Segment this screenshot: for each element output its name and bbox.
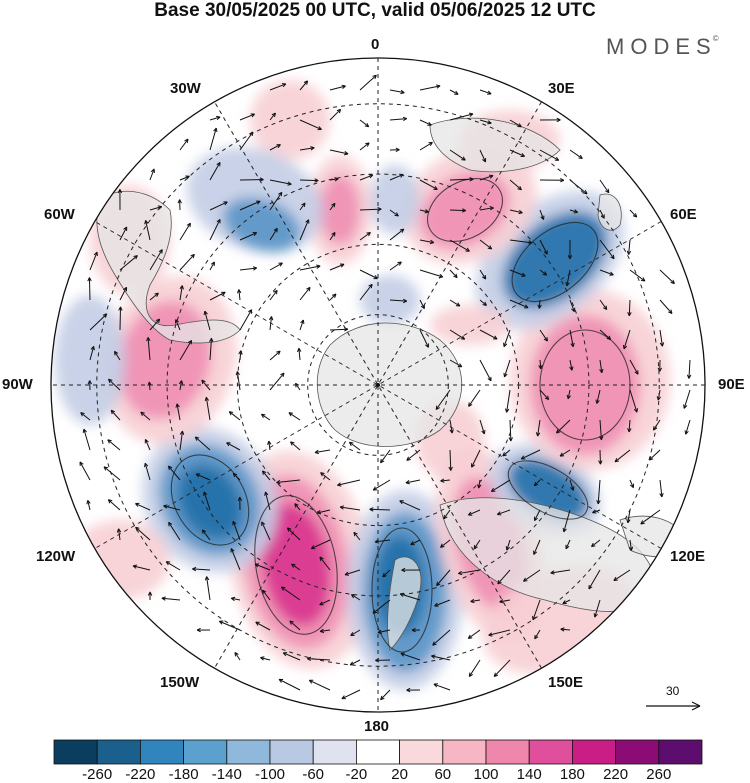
- graticule: [51, 58, 705, 712]
- colorbar-tick-label: -140: [211, 766, 242, 783]
- colorbar-tick-label: -260: [82, 766, 113, 783]
- colorbar-tick-label: -180: [168, 766, 199, 783]
- colorbar-tick-label: -60: [302, 766, 325, 783]
- colorbar-swatch: [572, 739, 617, 765]
- map-title: Base 30/05/2025 00 UTC, valid 05/06/2025…: [154, 0, 596, 21]
- lon-label-30w: 30W: [170, 80, 201, 97]
- colorbar-swatch: [658, 739, 703, 765]
- colorbar-tick-label: 180: [559, 766, 585, 783]
- colorbar-swatch: [312, 739, 357, 765]
- lon-label-60w: 60W: [44, 206, 75, 223]
- colorbar-swatch: [615, 739, 660, 765]
- colorbar-swatch: [399, 739, 444, 765]
- colorbar-tick-label: 140: [516, 766, 542, 783]
- colorbar-tick-label: 20: [391, 766, 408, 783]
- lon-label-90w: 90W: [2, 376, 33, 393]
- lon-label-150w: 150W: [160, 674, 200, 691]
- colorbar-swatch: [442, 739, 487, 765]
- colorbar-swatch: [269, 739, 314, 765]
- colorbar-tick-label: -220: [125, 766, 156, 783]
- lon-label-120e: 120E: [670, 548, 706, 565]
- modes-logo: MODES©: [606, 34, 719, 59]
- colorbar-tick-label: 60: [434, 766, 452, 783]
- colorbar-swatch: [226, 739, 271, 765]
- colorbar-swatch: [183, 739, 228, 765]
- reference-vector: [646, 701, 701, 711]
- colorbar: [53, 739, 703, 765]
- colorbar-swatch: [528, 739, 573, 765]
- colorbar-swatch: [355, 739, 400, 765]
- lon-label-60e: 60E: [670, 206, 697, 223]
- reference-vector-label: 30: [666, 684, 680, 698]
- lon-label-180: 180: [364, 718, 390, 735]
- colorbar-swatch: [485, 739, 530, 765]
- colorbar-swatch: [96, 739, 141, 765]
- colorbar-swatch: [139, 739, 184, 765]
- colorbar-tick-label: -20: [345, 766, 368, 783]
- colorbar-tick-label: -100: [254, 766, 286, 783]
- lon-label-120w: 120W: [36, 548, 76, 565]
- lon-label-90e: 90E: [718, 376, 745, 393]
- lon-label-150e: 150E: [548, 674, 584, 691]
- colorbar-tick-label: 100: [473, 766, 499, 783]
- lon-label-0: 0: [371, 36, 380, 53]
- colorbar-tick-label: 260: [646, 766, 672, 783]
- colorbar-tick-label: 220: [603, 766, 629, 783]
- colorbar-swatch: [53, 739, 98, 765]
- lon-label-30e: 30E: [548, 80, 575, 97]
